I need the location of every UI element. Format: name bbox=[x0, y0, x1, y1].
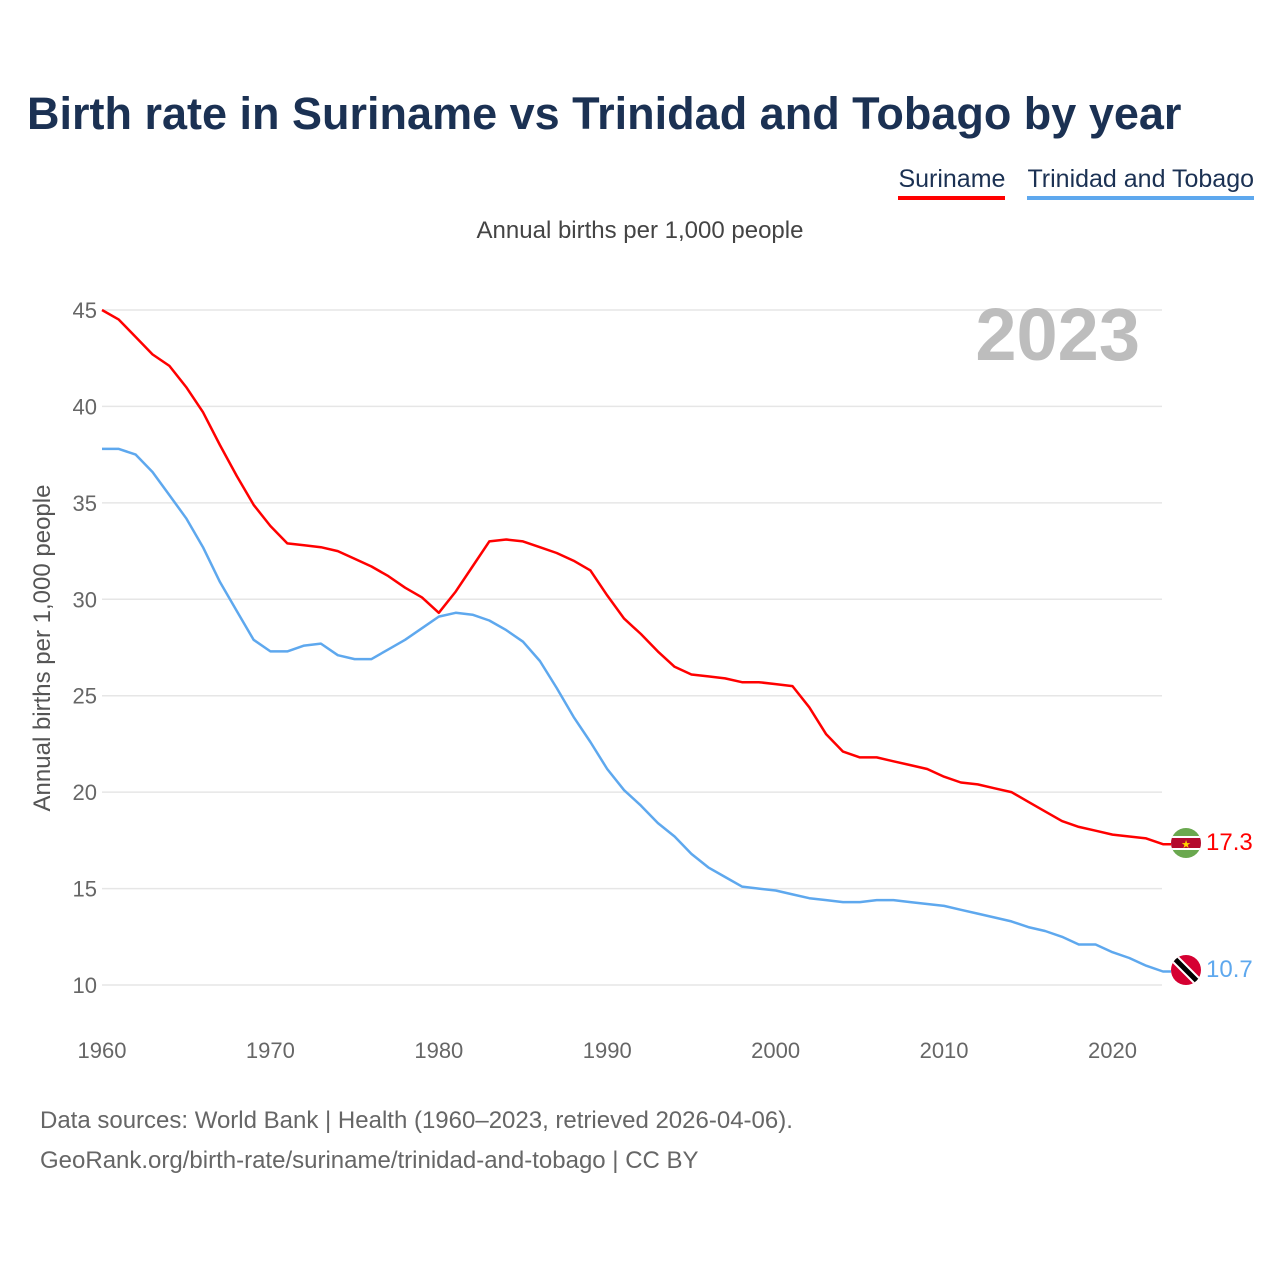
y-tick-label: 15 bbox=[73, 877, 97, 902]
series-line-suriname[interactable] bbox=[101, 308, 1171, 846]
x-tick-label: 1960 bbox=[78, 1038, 127, 1063]
y-axis-label: Annual births per 1,000 people bbox=[29, 485, 56, 812]
suriname-end-value: 17.3 bbox=[1206, 829, 1253, 856]
y-tick-label: 30 bbox=[73, 587, 97, 612]
svg-text:★: ★ bbox=[1181, 839, 1191, 851]
y-tick-label: 35 bbox=[73, 491, 97, 516]
y-tick-label: 10 bbox=[73, 973, 97, 998]
legend: Suriname Trinidad and Tobago bbox=[898, 165, 1254, 200]
footer-link[interactable]: GeoRank.org/birth-rate/suriname/trinidad… bbox=[40, 1147, 699, 1174]
x-tick-label: 1990 bbox=[583, 1038, 632, 1063]
x-tick-label: 2020 bbox=[1088, 1038, 1137, 1063]
trinidad-and-tobago-end-value: 10.7 bbox=[1206, 956, 1253, 983]
legend-item-trinidad-and-tobago[interactable]: Trinidad and Tobago bbox=[1027, 165, 1254, 200]
chart-subtitle: Annual births per 1,000 people bbox=[476, 217, 804, 244]
trinidad-and-tobago-flag-icon bbox=[1171, 955, 1201, 985]
y-tick-label: 25 bbox=[73, 684, 97, 709]
x-tick-label: 1970 bbox=[246, 1038, 295, 1063]
chart-title: Birth rate in Suriname vs Trinidad and T… bbox=[27, 88, 1182, 139]
x-tick-label: 2010 bbox=[920, 1038, 969, 1063]
footer-sources: Data sources: World Bank | Health (1960–… bbox=[40, 1107, 793, 1134]
legend-item-suriname[interactable]: Suriname bbox=[898, 165, 1006, 200]
year-label: 2023 bbox=[975, 293, 1140, 376]
y-tick-label: 45 bbox=[73, 298, 97, 323]
x-tick-label: 1980 bbox=[414, 1038, 463, 1063]
y-tick-label: 20 bbox=[73, 780, 97, 805]
y-tick-label: 40 bbox=[73, 394, 97, 419]
series-line-trinidad-and-tobago[interactable] bbox=[102, 447, 1171, 973]
suriname-flag-icon: ★ bbox=[1171, 828, 1201, 858]
x-tick-label: 2000 bbox=[751, 1038, 800, 1063]
